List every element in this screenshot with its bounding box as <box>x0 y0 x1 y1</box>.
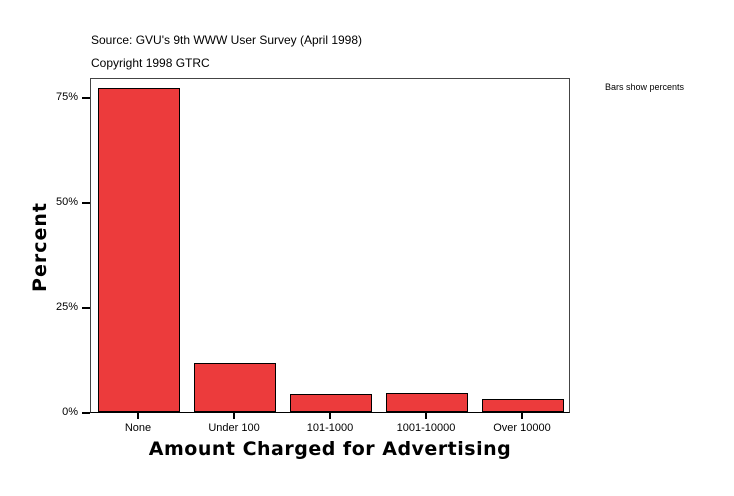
x-tick-label: Under 100 <box>208 422 260 434</box>
bar-1001-10000 <box>386 393 468 412</box>
bar-101-1000 <box>290 394 372 412</box>
x-tick <box>521 413 523 419</box>
y-tick <box>82 97 90 99</box>
y-tick <box>82 412 90 414</box>
y-tick-label: 75% <box>55 91 78 103</box>
bar-over-10000 <box>482 399 564 412</box>
x-tick-label: 1001-10000 <box>396 422 456 434</box>
chart-source: Source: GVU's 9th WWW User Survey (April… <box>91 33 363 47</box>
y-tick-label: 25% <box>55 301 78 313</box>
x-axis-title: Amount Charged for Advertising <box>148 438 512 460</box>
x-tick-label: Over 10000 <box>493 422 551 434</box>
y-tick-label: 0% <box>62 406 78 418</box>
bar-under-100 <box>194 363 276 412</box>
bar-none <box>98 88 180 412</box>
x-tick-label: 101-1000 <box>306 422 354 434</box>
y-tick-label: 50% <box>55 196 78 208</box>
x-tick <box>425 413 427 419</box>
x-tick-label: None <box>124 422 152 434</box>
x-tick <box>233 413 235 419</box>
x-tick <box>137 413 139 419</box>
chart-copyright: Copyright 1998 GTRC <box>91 56 210 70</box>
plot-area <box>90 78 570 413</box>
x-tick <box>329 413 331 419</box>
legend-note: Bars show percents <box>605 82 685 92</box>
y-tick <box>82 307 90 309</box>
y-axis-title: Percent <box>29 202 51 292</box>
y-tick <box>82 202 90 204</box>
